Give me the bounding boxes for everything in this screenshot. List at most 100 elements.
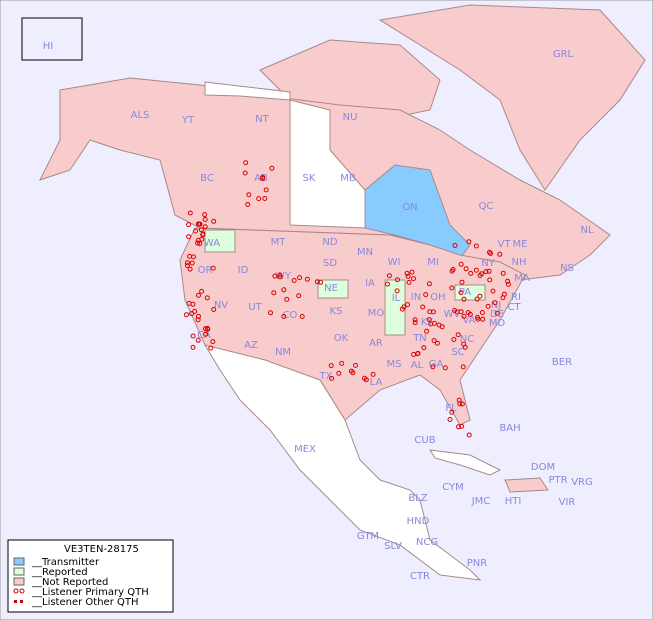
listener-dot (353, 362, 358, 368)
legend-entry: __Not Reported (31, 577, 108, 588)
region-label: AR (369, 338, 383, 349)
listener-dot (198, 227, 204, 233)
region-label: CUB (414, 435, 435, 446)
listener-dot (460, 364, 466, 370)
listener-dot (203, 331, 209, 337)
legend-symbol (20, 600, 23, 603)
listener-dot (431, 338, 437, 344)
greenland (378, 4, 646, 191)
listener-dot (447, 417, 453, 422)
listener-dot (260, 176, 266, 181)
listener-dot (409, 269, 415, 275)
listener-dot (196, 292, 201, 298)
listener-dot (183, 312, 189, 318)
listener-dot (487, 249, 492, 255)
region-label: NCG (416, 537, 438, 548)
listener-dot (296, 293, 302, 299)
listener-dot (277, 272, 283, 278)
listener-dot (426, 281, 432, 287)
listener-dot (202, 212, 208, 218)
listener-dot (474, 296, 480, 302)
listener-dot (211, 307, 217, 312)
listener-dot (202, 326, 208, 332)
region-label: ON (402, 202, 417, 213)
listener-dot (339, 360, 345, 366)
listener-dot (466, 239, 472, 245)
legend-entry: __Listener Other QTH (31, 597, 138, 608)
listener-dot (297, 275, 303, 281)
listener-dot (405, 302, 410, 308)
region-label: NC (460, 334, 474, 345)
region-label: WA (204, 238, 220, 249)
legend-entry: __Transmitter (31, 557, 100, 568)
listener-dot (184, 260, 190, 266)
listener-dot (386, 273, 392, 279)
region-label: SD (323, 258, 337, 269)
listener-dot (423, 292, 429, 298)
listener-dot (488, 251, 494, 256)
listener-dot (451, 337, 457, 342)
region-label: NV (214, 300, 228, 311)
region-label: ND (322, 237, 337, 248)
listener-dot (318, 279, 324, 285)
region-label: IN (411, 292, 421, 303)
hispaniola (504, 477, 549, 493)
region-label: FL (445, 403, 457, 414)
region-label: LA (370, 377, 383, 388)
listener-dot (299, 314, 305, 319)
listener-dot (189, 260, 195, 266)
legend-entry: __Reported (31, 567, 88, 578)
listener-dot (263, 187, 269, 193)
listener-dot (262, 196, 268, 201)
listener-dot (490, 288, 496, 294)
region-label: CTR (410, 571, 430, 582)
listener-dot (452, 308, 458, 313)
listener-dot (210, 265, 216, 271)
listener-dot (271, 290, 277, 296)
region-label: MA (514, 273, 530, 284)
region-label: BAH (499, 423, 520, 434)
listener-dot (430, 364, 436, 370)
region-label: AZ (244, 340, 258, 351)
listener-dot (461, 313, 467, 319)
region-label: NS (560, 263, 574, 274)
listener-dot (186, 234, 192, 240)
listener-dot (195, 337, 201, 343)
listener-dot (459, 401, 465, 407)
listener-dot (246, 192, 252, 198)
region-label: DE (490, 309, 504, 320)
listener-dot (328, 363, 334, 369)
region-label: ME (513, 239, 528, 250)
listener-dot (187, 253, 193, 259)
region-label: NM (275, 347, 291, 358)
region-label: MEX (294, 444, 316, 455)
unreported-region (204, 81, 366, 229)
legend-entry: __Listener Primary QTH (31, 587, 149, 598)
region-label: ALS (131, 110, 150, 121)
listener-dot (479, 310, 485, 315)
legend-swatch (13, 577, 25, 586)
region-label: BER (552, 357, 572, 368)
region-label: GRL (553, 49, 574, 60)
listener-dot (269, 165, 275, 171)
region-label: VT (498, 239, 512, 250)
listener-dot (204, 325, 210, 331)
listener-dot (434, 340, 440, 346)
region-label: BLZ (408, 493, 427, 504)
listener-dot (459, 423, 465, 429)
listener-dot (430, 309, 436, 315)
region-label: HI (43, 41, 53, 52)
region-label: CT (507, 302, 521, 313)
listener-dot (204, 295, 210, 301)
listener-dot (426, 317, 432, 323)
listener-dot (477, 293, 483, 299)
listener-dot (483, 269, 489, 275)
listener-dot (190, 344, 196, 350)
listener-dot (473, 243, 479, 249)
listener-dot (465, 310, 471, 316)
listener-dot (421, 345, 427, 351)
listener-dot (458, 290, 464, 296)
listener-dot (487, 277, 493, 283)
listener-dot (456, 424, 462, 430)
region-label: RI (511, 292, 521, 303)
